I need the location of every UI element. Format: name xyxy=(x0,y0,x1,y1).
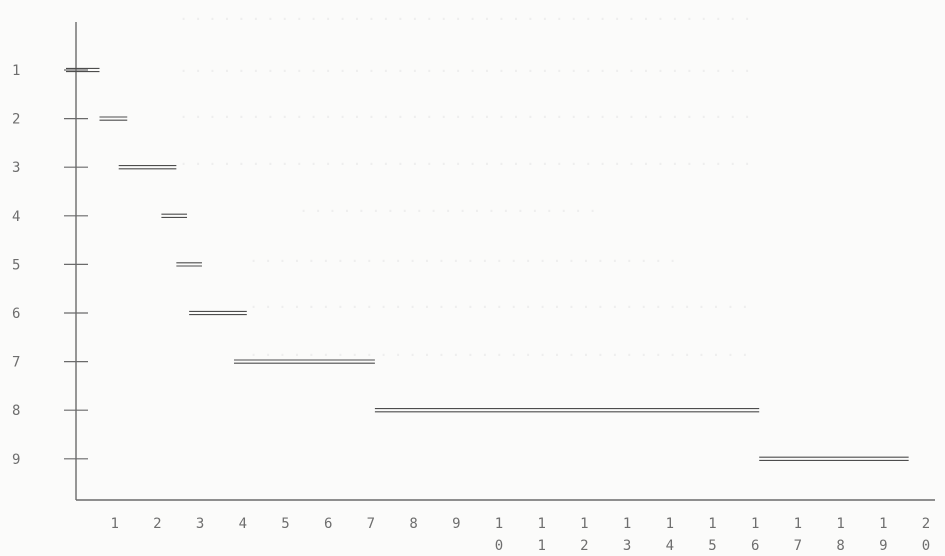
x-tick-label: 7 xyxy=(367,516,375,532)
segment-row-6 xyxy=(189,310,247,316)
x-tick-label-second-digit: 7 xyxy=(794,538,802,554)
x-tick-label-second-digit: 0 xyxy=(922,538,930,554)
x-tick-label-second-digit: 6 xyxy=(751,538,759,554)
x-tick-label: 9 xyxy=(452,516,460,532)
svg-text:. . . . . . . . . . . . . . .: . . . . . . . . . . . . . . . . . . . . … xyxy=(250,297,749,311)
segment-row-7 xyxy=(233,359,375,364)
svg-text:. . . . . . . . . . . . . . .: . . . . . . . . . . . . . . . . . . . . … xyxy=(250,345,749,359)
svg-text:. . . . . . . . . . . . . . .: . . . . . . . . . . . . . . . . . . . . … xyxy=(250,251,676,265)
x-tick-label: 2 xyxy=(153,516,161,532)
y-tick-label: 8 xyxy=(12,403,20,419)
x-tick-label: 1 xyxy=(836,516,844,532)
x-tick-label: 2 xyxy=(922,516,930,532)
segment-row-1 xyxy=(66,67,100,73)
x-tick-label: 1 xyxy=(623,516,631,532)
x-tick-label-second-digit: 9 xyxy=(879,538,887,554)
x-tick-label: 4 xyxy=(239,516,247,532)
y-tick-label: 1 xyxy=(12,63,20,79)
y-tick-label: 9 xyxy=(12,452,20,468)
segment-row-5 xyxy=(176,262,202,267)
y-tick-label: 7 xyxy=(12,355,20,371)
x-tick-label: 1 xyxy=(495,516,503,532)
y-tick-label: 2 xyxy=(12,112,20,128)
y-axis-ticks: 1 2 3 4 5 6 7 8 9 xyxy=(12,63,88,468)
y-tick-label: 3 xyxy=(12,160,20,176)
x-tick-label: 5 xyxy=(281,516,289,532)
x-tick-label: 1 xyxy=(110,516,118,532)
segment-row-8 xyxy=(374,408,760,413)
segment-row-9 xyxy=(759,456,909,461)
x-tick-label: 1 xyxy=(580,516,588,532)
x-tick-label: 3 xyxy=(196,516,204,532)
segment-row-3 xyxy=(118,165,177,170)
data-segments xyxy=(66,67,909,461)
svg-text:. . . . . . . . . . . . . . .: . . . . . . . . . . . . . . . . . . . . … xyxy=(180,154,751,168)
segment-row-4 xyxy=(161,213,188,218)
x-tick-label: 1 xyxy=(708,516,716,532)
x-tick-label: 8 xyxy=(409,516,417,532)
segment-row-2 xyxy=(99,116,128,121)
y-tick-label: 4 xyxy=(12,209,20,225)
x-tick-label: 1 xyxy=(794,516,802,532)
axes xyxy=(75,22,935,501)
x-tick-label-second-digit: 5 xyxy=(708,538,716,554)
x-tick-label-second-digit: 2 xyxy=(580,538,588,554)
svg-text:. . . . . . . . . . . . . . .: . . . . . . . . . . . . . . . . . . . . … xyxy=(180,107,751,121)
x-tick-label-second-digit: 0 xyxy=(495,538,503,554)
x-tick-label-second-digit: 3 xyxy=(623,538,631,554)
x-tick-label-second-digit: 4 xyxy=(666,538,674,554)
svg-text:. . . . . . . . . . . . . . .: . . . . . . . . . . . . . . . . . . . . … xyxy=(300,201,596,215)
x-tick-label: 6 xyxy=(324,516,332,532)
svg-text:. . . . . . . . . . . . . . .: . . . . . . . . . . . . . . . . . . . . … xyxy=(180,9,751,23)
x-tick-label: 1 xyxy=(751,516,759,532)
y-tick-label: 6 xyxy=(12,306,20,322)
x-tick-label-second-digit: 8 xyxy=(836,538,844,554)
paper-bleed-through: . . . . . . . . . . . . . . . . . . . . … xyxy=(180,9,751,359)
x-tick-label-second-digit: 1 xyxy=(537,538,545,554)
x-tick-label: 1 xyxy=(666,516,674,532)
y-tick-label: 5 xyxy=(12,257,20,273)
x-tick-label: 1 xyxy=(537,516,545,532)
x-tick-label: 1 xyxy=(879,516,887,532)
svg-text:. . . . . . . . . . . . . . .: . . . . . . . . . . . . . . . . . . . . … xyxy=(180,61,751,75)
